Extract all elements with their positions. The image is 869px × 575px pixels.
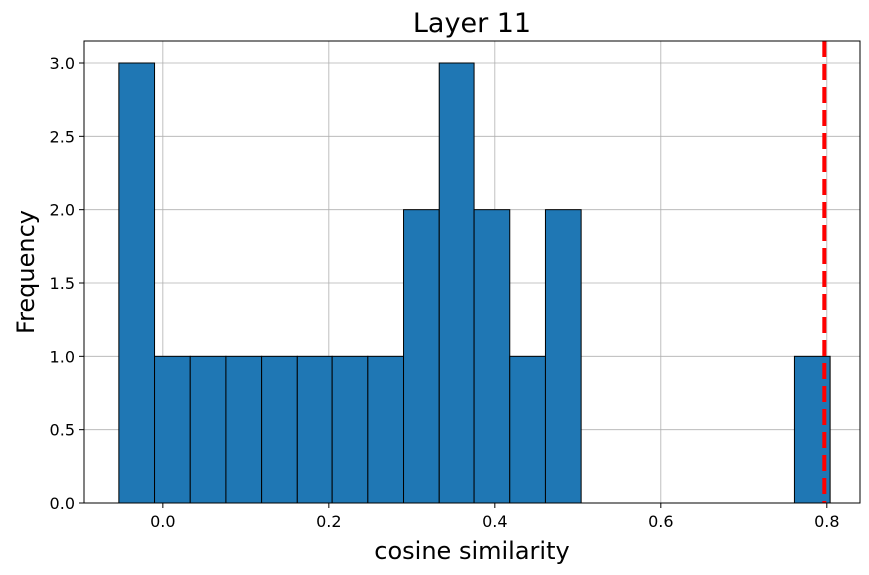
y-axis-ticks: 0.0 0.5 1.0 1.5 2.0 2.5 3.0 (50, 54, 84, 513)
y-tick-label: 2.5 (50, 127, 75, 146)
histogram-bar (544, 209, 582, 504)
histogram-bar (225, 355, 263, 504)
y-tick-label: 1.5 (50, 274, 75, 293)
histogram-bar (473, 209, 511, 504)
y-tick-label: 3.0 (50, 54, 75, 73)
y-axis-title: Frequency (12, 210, 40, 334)
x-tick-label: 0.4 (482, 512, 507, 531)
x-axis-ticks: 0.0 0.2 0.4 0.6 0.8 (150, 503, 840, 531)
x-tick-label: 0.8 (814, 512, 839, 531)
y-tick-label: 2.0 (50, 201, 75, 220)
histogram-bar (296, 355, 333, 504)
x-tick-label: 0.2 (316, 512, 341, 531)
histogram-bar (509, 355, 546, 504)
x-tick-label: 0.6 (648, 512, 673, 531)
plot-frame (83, 40, 861, 504)
histogram-bar (154, 355, 191, 504)
x-axis-title: cosine similarity (374, 537, 569, 565)
y-tick-label: 1.0 (50, 347, 75, 366)
histogram-bar (189, 355, 227, 504)
y-tick-label: 0.0 (50, 494, 75, 513)
chart-title: Layer 11 (413, 8, 531, 39)
histogram-bar (261, 355, 298, 504)
bars (118, 62, 831, 504)
histogram-bar (438, 62, 475, 504)
histogram-bar (367, 355, 405, 504)
x-tick-label: 0.0 (150, 512, 175, 531)
histogram-bar (118, 62, 156, 504)
y-tick-label: 0.5 (50, 421, 75, 440)
histogram-bar (403, 209, 440, 504)
histogram-bar (331, 355, 369, 504)
